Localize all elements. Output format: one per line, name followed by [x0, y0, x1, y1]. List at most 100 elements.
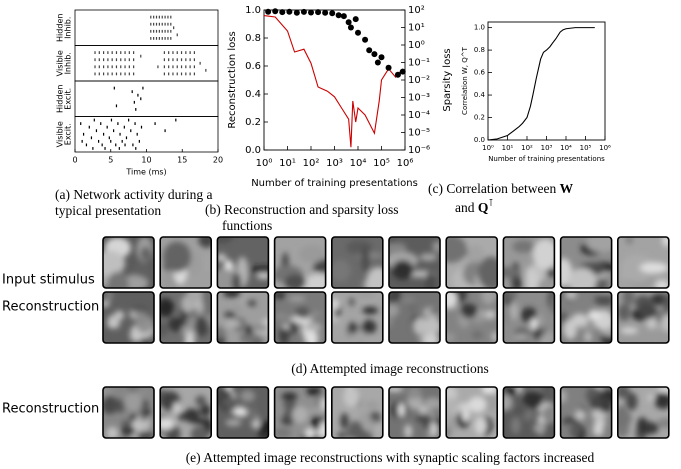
- spike: [199, 61, 201, 65]
- spike: [185, 58, 187, 62]
- patch-blob: [656, 328, 669, 341]
- spike: [193, 51, 196, 54]
- spike: [80, 122, 82, 125]
- spike: [189, 51, 191, 54]
- spike: [95, 129, 98, 133]
- spike: [140, 125, 143, 129]
- spike: [158, 22, 160, 26]
- patch-blob: [565, 292, 577, 299]
- x-tick-label: 10⁰: [482, 144, 494, 152]
- patch-blob: [617, 409, 632, 428]
- patch-blob: [621, 254, 655, 283]
- row-label: Reconstruction: [2, 300, 99, 315]
- caption-text: and: [455, 200, 478, 215]
- spike: [113, 86, 115, 90]
- patch-blob: [482, 387, 497, 395]
- image-patch: [274, 292, 326, 343]
- image-patch: [503, 387, 555, 438]
- data-point: [347, 24, 354, 31]
- spike: [142, 86, 144, 90]
- patch-border: [502, 291, 556, 344]
- spike: [172, 51, 174, 54]
- spike: [163, 65, 165, 69]
- patch-blob: [320, 397, 326, 411]
- patch-blob: [121, 420, 131, 427]
- patch-blob: [587, 309, 601, 321]
- spike: [103, 51, 105, 54]
- patch-border: [159, 386, 212, 439]
- patch-texture: [331, 292, 379, 343]
- patch-blob: [471, 331, 483, 339]
- patch-blob: [389, 242, 407, 254]
- y2-tick-label: 10⁻⁵: [408, 128, 430, 139]
- patch-blob: [233, 304, 244, 312]
- patch-blob: [362, 306, 379, 315]
- patch-blob: [274, 427, 292, 438]
- spike: [180, 65, 183, 69]
- patch-border: [616, 236, 670, 289]
- patch-border: [216, 236, 270, 289]
- patch-blob: [307, 330, 317, 343]
- patch-blob: [512, 334, 529, 341]
- patch-blob: [343, 387, 360, 407]
- caption-math: Q: [478, 200, 489, 215]
- x-tick-label: 10⁵: [580, 144, 592, 152]
- patch-blob: [226, 396, 236, 411]
- patch-blob: [468, 396, 487, 413]
- patch-blob: [574, 409, 586, 421]
- spike: [98, 72, 100, 76]
- patch-blob: [184, 408, 200, 423]
- image-patch: [503, 292, 555, 343]
- patch-blob: [160, 417, 175, 430]
- x-tick-label: 10⁴: [560, 144, 572, 152]
- x-tick-label: 10²: [303, 158, 320, 169]
- spike: [131, 90, 133, 94]
- patch-blob: [474, 417, 487, 435]
- patch-blob: [625, 392, 638, 411]
- patch-texture: [217, 387, 269, 438]
- spike: [98, 65, 100, 69]
- patch-blob: [508, 292, 518, 300]
- patch-blob: [590, 395, 603, 411]
- patch-texture: [103, 292, 154, 343]
- patch-blob: [187, 292, 203, 305]
- patch-blob: [160, 322, 169, 337]
- patch-texture: [389, 292, 440, 343]
- spike: [138, 139, 140, 143]
- caption: (d) Attempted image reconstructions: [291, 361, 489, 376]
- patch-blob: [307, 407, 326, 416]
- patch-blob: [466, 293, 481, 304]
- patch-blob: [429, 307, 440, 315]
- patch-border: [559, 291, 613, 344]
- x-tick-label: 10⁵: [373, 158, 390, 169]
- spike: [176, 33, 178, 37]
- spike: [135, 147, 137, 150]
- spike: [185, 51, 187, 54]
- spike: [111, 51, 113, 54]
- spike: [120, 72, 122, 76]
- patch-blob: [223, 311, 236, 319]
- spike: [161, 15, 163, 19]
- patch-blob: [284, 274, 307, 288]
- spike: [150, 37, 152, 40]
- patch-blob: [429, 422, 438, 436]
- spike: [110, 139, 112, 143]
- patch-border: [102, 386, 155, 439]
- data-point: [355, 29, 361, 36]
- patch-blob: [466, 244, 485, 265]
- spike: [92, 147, 94, 150]
- x-tick-label: 10¹: [279, 158, 296, 169]
- patch-blob: [348, 297, 355, 307]
- spike: [118, 147, 120, 150]
- patch-blob: [620, 327, 638, 335]
- image-patch: [103, 292, 154, 343]
- patch-blob: [397, 402, 406, 418]
- patch-blob: [407, 387, 422, 400]
- patch-blob: [143, 408, 151, 416]
- spike: [173, 26, 175, 30]
- spike: [115, 51, 118, 54]
- spike: [168, 72, 170, 76]
- y-tick-label: 0.6: [245, 61, 261, 72]
- spike: [164, 22, 166, 26]
- spike: [150, 29, 152, 33]
